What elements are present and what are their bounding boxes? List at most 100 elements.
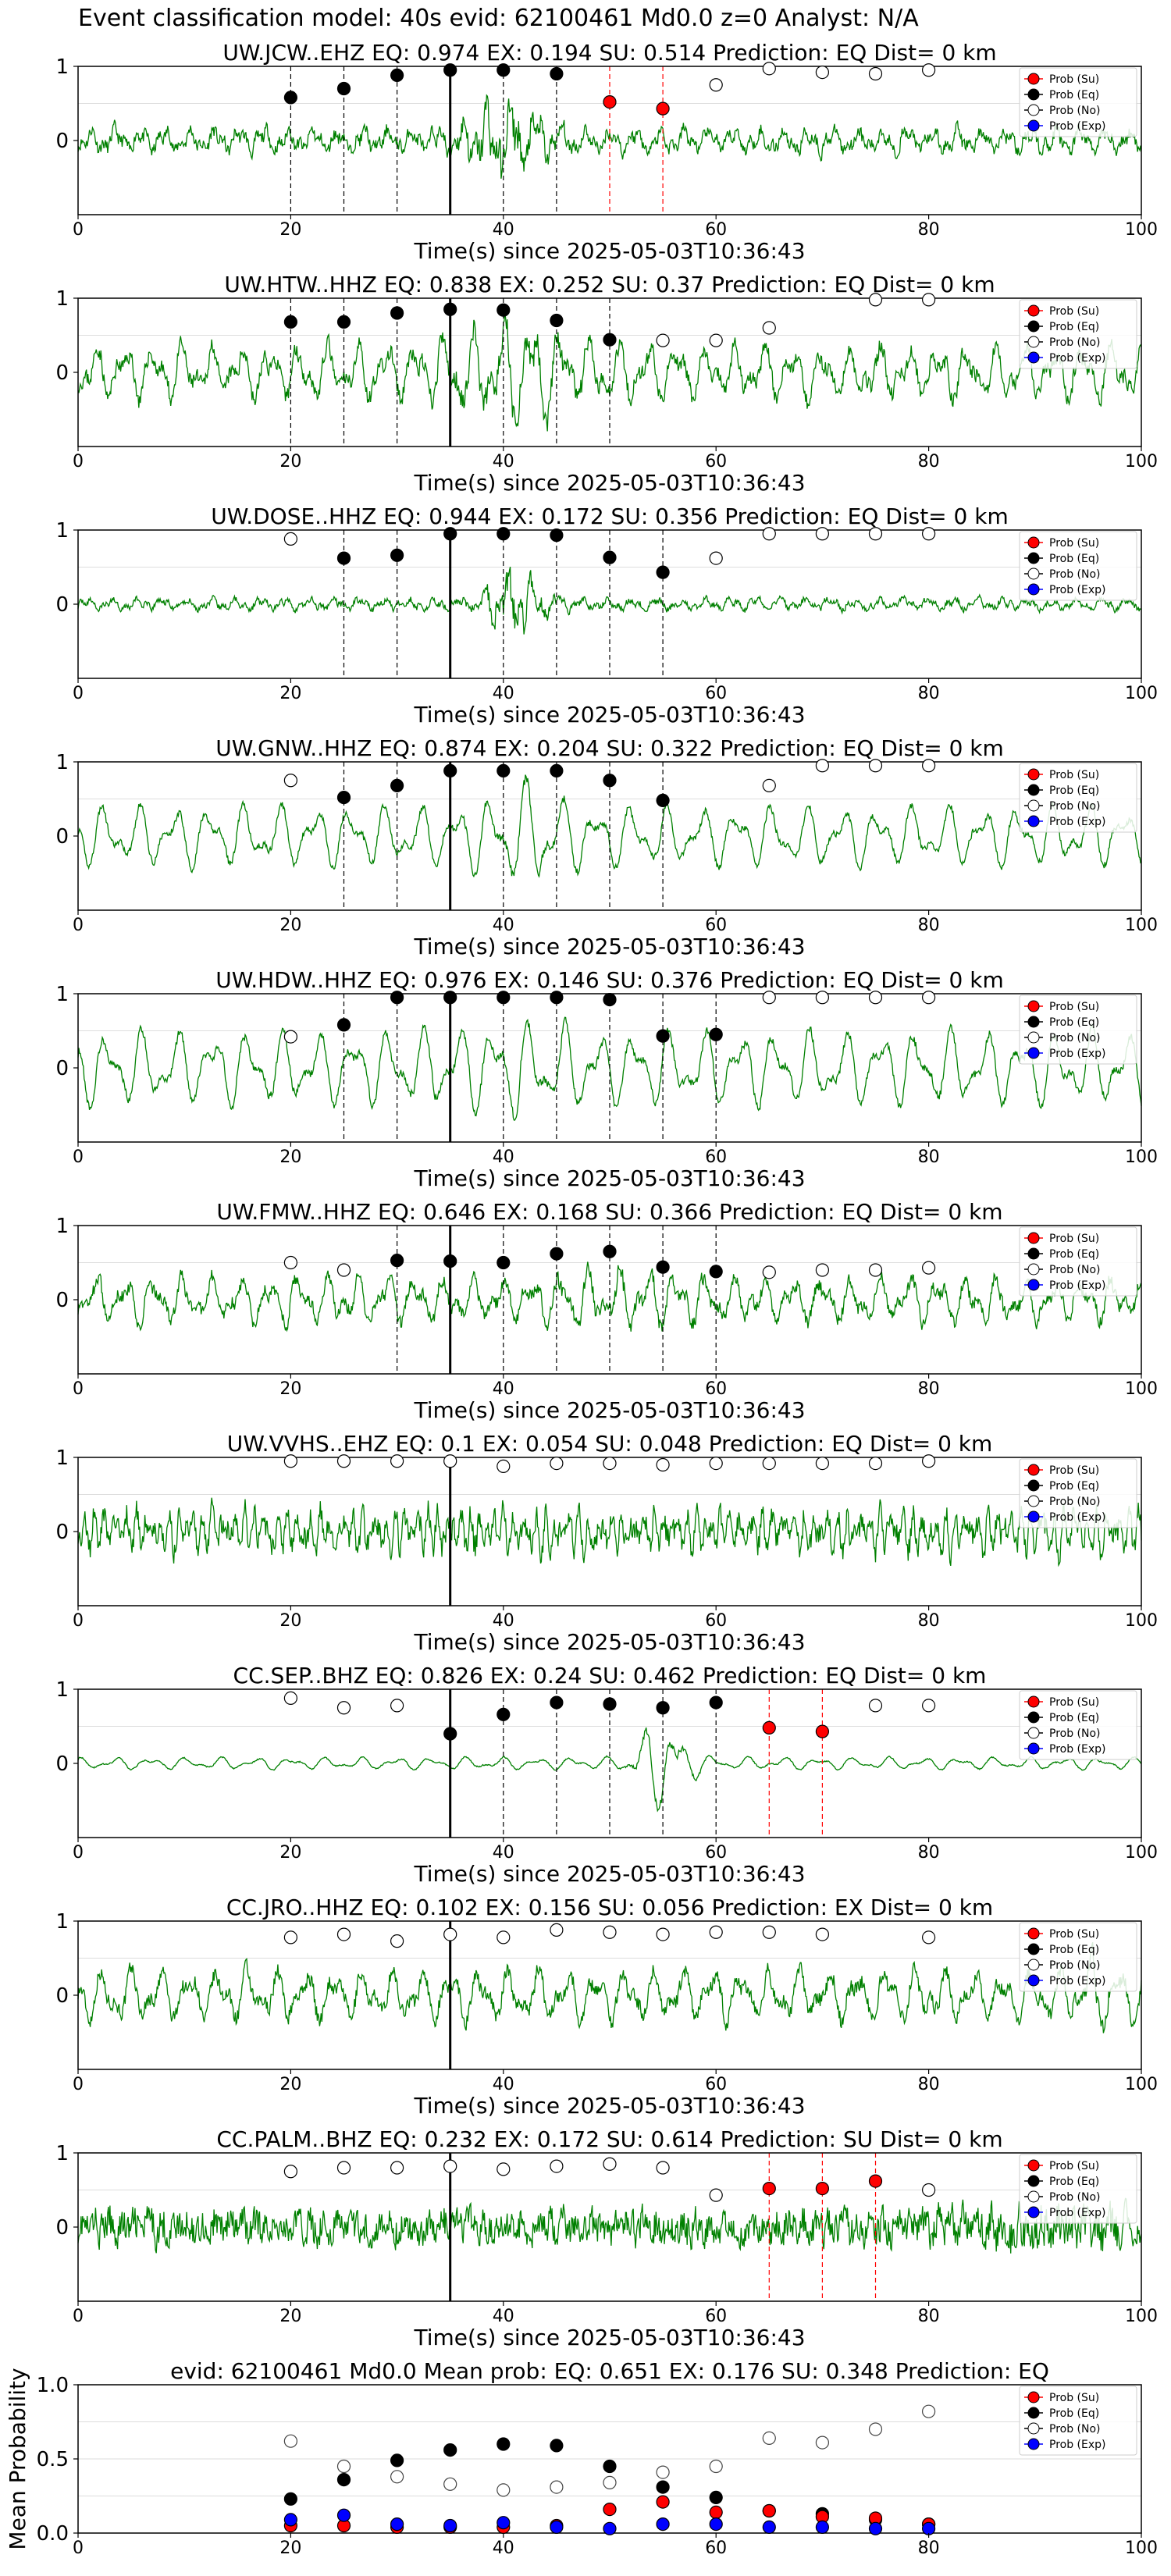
prob-marker-eq <box>497 303 511 317</box>
legend-marker <box>1027 1479 1040 1492</box>
prob-marker-eq <box>603 333 617 347</box>
legend-label: Prob (Eq) <box>1049 553 1099 565</box>
x-tick-label: 80 <box>918 220 940 240</box>
y-tick-label: 0.0 <box>37 2522 69 2546</box>
mean-marker-no <box>656 2465 670 2479</box>
legend-10: Prob (Su) Prob (Eq) Prob (No) Prob (Exp) <box>1019 2386 1137 2456</box>
x-axis-label: Time(s) since 2025-05-03T10:36:43 <box>413 238 805 264</box>
mean-marker-eq <box>550 2439 564 2453</box>
y-tick-label: 0 <box>55 1752 69 1776</box>
prob-marker-no <box>815 759 830 773</box>
prob-marker-no <box>762 1456 776 1471</box>
waveform-trace <box>77 1261 1142 1332</box>
legend-frame <box>1019 994 1137 1065</box>
legend-marker <box>1027 2159 1040 2172</box>
mean-marker-exp <box>709 2517 723 2532</box>
legend-marker <box>1027 320 1040 333</box>
mean-marker-no <box>443 2477 457 2491</box>
panel-title: CC.JRO..HHZ EQ: 0.102 EX: 0.156 SU: 0.05… <box>226 1895 993 1920</box>
mean-marker-su <box>656 2495 670 2509</box>
mean-marker-su <box>762 2503 776 2518</box>
prob-marker-su <box>815 1724 830 1738</box>
x-tick-label: 80 <box>918 1379 940 1399</box>
legend-marker <box>1027 2175 1040 2187</box>
mean-marker-eq <box>603 2459 617 2474</box>
legend-marker <box>1027 1232 1040 1244</box>
mean-marker-no <box>603 2475 617 2489</box>
prob-marker-su <box>603 95 617 109</box>
x-tick-label: 0 <box>73 2075 84 2094</box>
legend-frame <box>1019 2386 1137 2456</box>
prob-marker-no <box>762 991 776 1005</box>
prob-marker-no <box>815 65 830 80</box>
prob-marker-no <box>336 1263 351 1277</box>
legend-marker <box>1027 304 1040 317</box>
mean-probability-panel: evid: 62100461 Md0.0 Mean prob: EQ: 0.65… <box>5 2358 1158 2558</box>
prob-marker-no <box>868 1456 883 1471</box>
mean-marker-eq <box>283 2492 297 2506</box>
legend-label: Prob (No) <box>1049 2423 1101 2435</box>
legend-marker <box>1027 73 1040 85</box>
mean-marker-exp <box>336 2508 351 2522</box>
legend-label: Prob (Su) <box>1049 305 1099 318</box>
legend-marker <box>1027 583 1040 596</box>
legend-marker <box>1027 815 1040 827</box>
y-tick-label: 0 <box>55 593 69 617</box>
legend-frame <box>1019 1458 1137 1528</box>
x-axis-label: Time(s) since 2025-05-03T10:36:43 <box>413 1629 805 1655</box>
x-tick-label: 0 <box>73 916 84 935</box>
legend-marker <box>1027 1031 1040 1044</box>
legend-marker <box>1027 799 1040 812</box>
x-tick-label: 80 <box>918 916 940 935</box>
prob-marker-no <box>283 1030 297 1044</box>
prob-marker-no <box>656 1927 670 1941</box>
prob-marker-no <box>603 1925 617 1939</box>
y-tick-label: 1 <box>55 519 69 543</box>
prob-marker-no <box>283 774 297 788</box>
legend-label: Prob (No) <box>1049 2191 1101 2204</box>
legend-marker <box>1027 1263 1040 1276</box>
legend-marker <box>1027 1247 1040 1260</box>
x-tick-label: 60 <box>705 1147 727 1167</box>
legend-label: Prob (Su) <box>1049 2392 1099 2404</box>
legend-marker <box>1027 1959 1040 1971</box>
prob-marker-no <box>868 991 883 1005</box>
prob-marker-no <box>921 1454 936 1468</box>
prob-marker-eq <box>550 66 564 81</box>
legend-label: Prob (Eq) <box>1049 1712 1099 1724</box>
legend-frame <box>1019 1922 1137 1992</box>
legend-marker <box>1027 1495 1040 1507</box>
y-tick-label: 1 <box>55 1678 69 1702</box>
prob-marker-no <box>443 1454 457 1468</box>
x-tick-label: 20 <box>279 684 301 703</box>
x-tick-label: 0 <box>73 684 84 703</box>
mean-marker-no <box>550 2480 564 2494</box>
legend-frame <box>1019 763 1137 833</box>
y-tick-label: 1 <box>55 1215 69 1238</box>
legend-marker <box>1027 2407 1040 2419</box>
x-tick-label: 20 <box>279 2075 301 2094</box>
waveform-panel-2: UW.DOSE..HHZ EQ: 0.944 EX: 0.172 SU: 0.3… <box>55 503 1158 728</box>
legend-marker <box>1027 1016 1040 1028</box>
prob-marker-eq <box>603 550 617 564</box>
prob-marker-eq <box>497 763 511 778</box>
prob-marker-no <box>815 1927 830 1941</box>
legend-marker <box>1027 2206 1040 2218</box>
x-tick-label: 60 <box>705 1379 727 1399</box>
legend-label: Prob (Exp) <box>1049 1279 1106 1292</box>
legend-marker <box>1027 1943 1040 1955</box>
legend-label: Prob (Eq) <box>1049 785 1099 797</box>
legend-label: Prob (Exp) <box>1049 584 1106 596</box>
x-tick-label: 20 <box>279 2539 301 2558</box>
prob-marker-no <box>603 1456 617 1471</box>
mean-marker-exp <box>815 2520 830 2534</box>
panel-title: UW.HDW..HHZ EQ: 0.976 EX: 0.146 SU: 0.37… <box>215 967 1004 993</box>
legend-label: Prob (Exp) <box>1049 1511 1106 1524</box>
legend-marker <box>1027 88 1040 101</box>
prob-marker-eq <box>443 1254 457 1268</box>
legend-5: Prob (Su) Prob (Eq) Prob (No) Prob (Exp) <box>1019 1226 1137 1297</box>
x-tick-label: 40 <box>493 2075 514 2094</box>
prob-marker-no <box>497 1459 511 1474</box>
x-tick-label: 40 <box>493 1147 514 1167</box>
